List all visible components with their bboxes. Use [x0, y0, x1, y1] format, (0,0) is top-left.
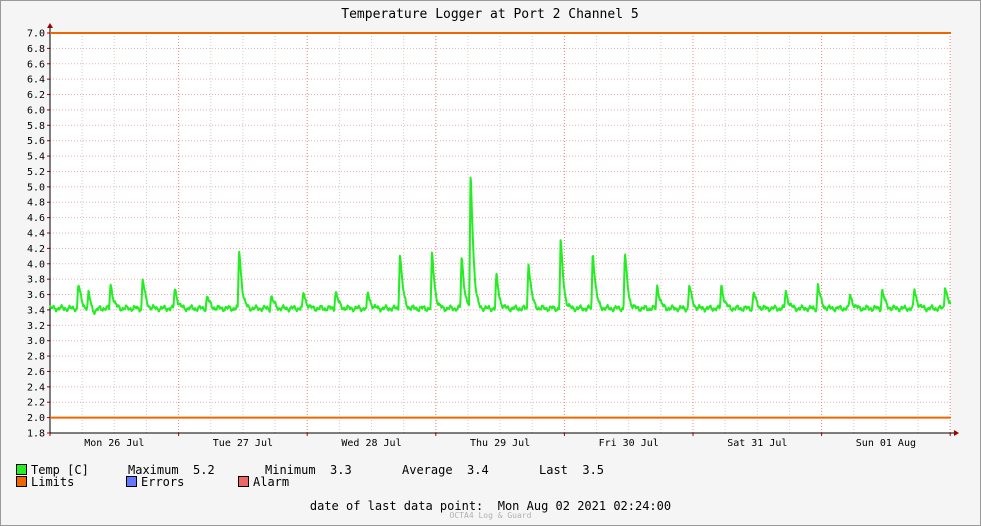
x-tick-label: Sat 31 Jul — [727, 438, 787, 449]
y-tick-label: 6.6 — [27, 59, 45, 70]
y-tick-label: 5.2 — [27, 167, 45, 178]
y-tick-label: 5.0 — [27, 182, 45, 193]
y-tick-label: 2.4 — [27, 382, 45, 393]
y-tick-label: 6.2 — [27, 90, 45, 101]
legend-row-keys: Limits Errors Alarm — [16, 475, 289, 489]
temp-swatch-icon — [16, 464, 27, 475]
legend-minimum: Minimum 3.3 — [265, 463, 352, 477]
legend-average: Average 3.4 — [402, 463, 489, 477]
errors-swatch-icon — [126, 476, 137, 487]
x-tick-label: Sun 01 Aug — [856, 438, 916, 449]
temp-series-line — [49, 176, 952, 316]
last-data-point: date of last data point: Mon Aug 02 2021… — [0, 499, 981, 513]
brand-watermark: OCTA4 Log & Guard — [449, 511, 532, 520]
y-tick-label: 2.0 — [27, 413, 45, 424]
y-tick-label: 3.4 — [27, 305, 45, 316]
y-axis-arrow-icon — [47, 23, 53, 28]
chart-title: Temperature Logger at Port 2 Channel 5 — [341, 7, 638, 22]
y-tick-label: 2.2 — [27, 398, 45, 409]
y-tick-label: 4.0 — [27, 259, 45, 270]
alarm-swatch-icon — [238, 476, 249, 487]
minimum-label: Minimum — [265, 463, 316, 477]
y-tick-label: 6.4 — [27, 75, 45, 86]
y-tick-label: 4.4 — [27, 229, 45, 240]
y-tick-label: 7.0 — [27, 29, 45, 40]
y-tick-label: 4.6 — [27, 213, 45, 224]
limits-label: Limits — [31, 475, 75, 489]
last-value: 3.5 — [582, 463, 605, 477]
y-tick-label: 4.2 — [27, 244, 45, 255]
legend-temp: Temp [C] — [16, 463, 89, 477]
x-tick-label: Wed 28 Jul — [341, 438, 401, 449]
x-tick-label: Thu 29 Jul — [470, 438, 530, 449]
x-tick-label: Tue 27 Jul — [213, 438, 273, 449]
average-value: 3.4 — [467, 463, 489, 477]
y-tick-label: 1.8 — [27, 429, 45, 440]
limits-swatch-icon — [16, 476, 27, 487]
y-tick-label: 6.0 — [27, 105, 45, 116]
legend-row-stats: Temp [C] Maximum 5.2 Minimum 3.3 Average 3.… — [16, 463, 604, 477]
y-tick-label: 3.0 — [27, 336, 45, 347]
average-label: Average — [402, 463, 453, 477]
alarm-label: Alarm — [253, 475, 290, 489]
last-label: Last — [539, 463, 568, 477]
y-tick-label: 3.8 — [27, 275, 45, 286]
legend-maximum: Maximum 5.2 — [128, 463, 215, 477]
legend-temp-label: Temp [C] — [31, 463, 89, 477]
errors-label: Errors — [141, 475, 185, 489]
minimum-value: 3.3 — [330, 463, 352, 477]
y-tick-label: 3.6 — [27, 290, 45, 301]
y-tick-label: 3.2 — [27, 321, 45, 332]
y-tick-label: 5.6 — [27, 136, 45, 147]
legend-last: Last 3.5 — [539, 463, 604, 477]
x-tick-label: Fri 30 Jul — [599, 438, 659, 449]
legend-limits: Limits — [16, 475, 74, 489]
maximum-value: 5.2 — [193, 463, 215, 477]
y-tick-label: 2.8 — [27, 352, 45, 363]
y-tick-label: 6.8 — [27, 44, 45, 55]
legend-alarm: Alarm — [238, 475, 289, 489]
x-axis-arrow-icon — [954, 430, 959, 436]
last-data-point-value: Mon Aug 02 2021 02:24:00 — [497, 499, 672, 513]
legend-errors: Errors — [126, 475, 184, 489]
maximum-label: Maximum — [128, 463, 179, 477]
y-tick-label: 2.6 — [27, 367, 45, 378]
y-tick-label: 5.4 — [27, 152, 45, 163]
y-tick-label: 4.8 — [27, 198, 45, 209]
last-data-point-label: date of last data point: — [309, 499, 484, 513]
y-tick-label: 5.8 — [27, 121, 45, 132]
x-tick-label: Mon 26 Jul — [84, 438, 144, 449]
